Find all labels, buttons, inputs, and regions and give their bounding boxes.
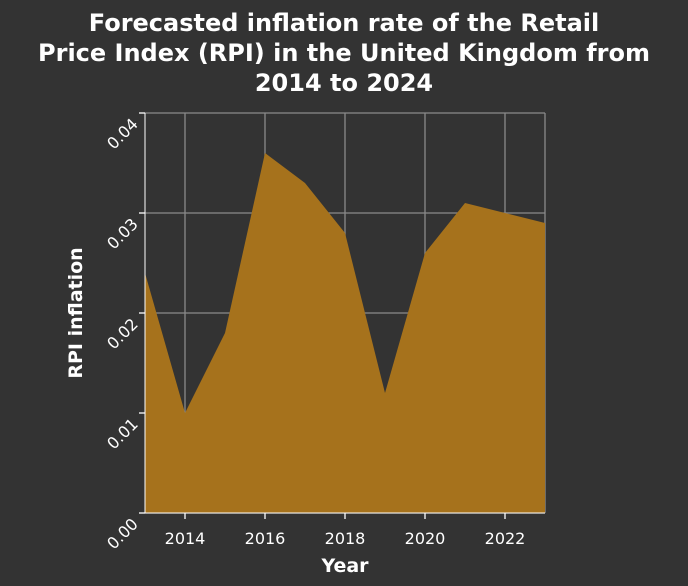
y-axis: 0.00 0.01 0.02 0.03 0.04 xyxy=(103,112,146,553)
area-fill xyxy=(145,153,545,513)
x-axis-label: Year xyxy=(320,555,369,577)
y-axis-label: RPI inflation xyxy=(65,247,87,378)
y-tick-label: 0.01 xyxy=(103,414,142,453)
y-tick-label: 0.04 xyxy=(103,114,142,153)
chart-title-line-3: 2014 to 2024 xyxy=(255,69,433,97)
plot-area: 2014 2016 2018 2020 2022 0.000.010.020.030.0… xyxy=(103,112,546,553)
y-tick-label: 0.00 xyxy=(103,514,142,553)
chart-title-line-1: Forecasted inflation rate of the Retail xyxy=(89,9,599,37)
x-tick-label: 2022 xyxy=(485,529,526,548)
x-axis: 2014 2016 2018 2020 2022 xyxy=(145,512,545,548)
chart-title-line-2: Price Index (RPI) in the United Kingdom … xyxy=(38,39,650,67)
y-tick-label: 0.02 xyxy=(103,314,142,353)
x-tick-label: 2014 xyxy=(165,529,206,548)
x-tick-label: 2016 xyxy=(245,529,286,548)
y-tick-label: 0.03 xyxy=(103,214,142,253)
area-series xyxy=(144,152,546,513)
x-tick-label: 2018 xyxy=(325,529,366,548)
x-tick-label: 2020 xyxy=(405,529,446,548)
